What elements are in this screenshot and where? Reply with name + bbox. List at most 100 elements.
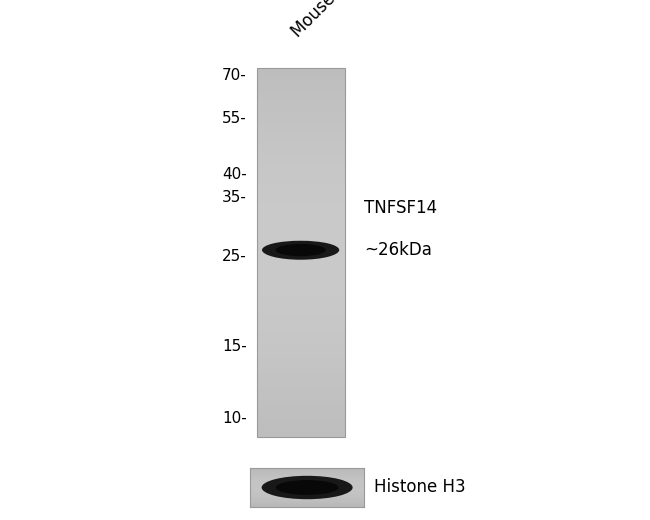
Bar: [257, 253, 344, 258]
Bar: [250, 500, 364, 502]
Bar: [257, 345, 344, 351]
Bar: [250, 493, 364, 494]
Bar: [257, 431, 344, 437]
Bar: [257, 148, 344, 154]
Bar: [257, 234, 344, 240]
Bar: [250, 476, 364, 477]
Bar: [257, 203, 344, 210]
Bar: [257, 351, 344, 357]
Bar: [257, 99, 344, 105]
Bar: [257, 369, 344, 375]
Bar: [257, 295, 344, 302]
Bar: [250, 468, 364, 469]
Text: TNFSF14: TNFSF14: [364, 199, 437, 217]
Text: 70-: 70-: [222, 68, 247, 83]
Bar: [257, 142, 344, 148]
Bar: [257, 136, 344, 142]
Text: 55-: 55-: [222, 111, 247, 125]
Bar: [257, 412, 344, 419]
Bar: [250, 479, 364, 481]
Bar: [257, 271, 344, 277]
Bar: [257, 382, 344, 388]
Bar: [250, 491, 364, 493]
Bar: [257, 222, 344, 228]
Ellipse shape: [261, 476, 352, 499]
Bar: [257, 118, 344, 123]
Bar: [257, 68, 344, 437]
Bar: [257, 228, 344, 234]
Bar: [250, 499, 364, 500]
Bar: [250, 483, 364, 484]
Bar: [257, 166, 344, 173]
Bar: [257, 277, 344, 283]
Bar: [257, 332, 344, 339]
Text: ~26kDa: ~26kDa: [364, 241, 432, 259]
Bar: [250, 485, 364, 486]
Bar: [257, 68, 344, 74]
Bar: [257, 394, 344, 400]
Ellipse shape: [276, 480, 339, 495]
Bar: [257, 375, 344, 382]
Bar: [250, 498, 364, 499]
Bar: [250, 477, 364, 478]
Text: 40-: 40-: [222, 166, 247, 181]
Bar: [250, 473, 364, 474]
Text: 15-: 15-: [222, 340, 247, 354]
Bar: [257, 363, 344, 369]
Bar: [250, 474, 364, 476]
Bar: [250, 497, 364, 498]
Bar: [250, 495, 364, 497]
Bar: [250, 488, 364, 489]
Bar: [250, 471, 364, 472]
Bar: [257, 74, 344, 81]
Bar: [250, 502, 364, 503]
Bar: [257, 111, 344, 118]
Bar: [257, 129, 344, 136]
Ellipse shape: [262, 241, 339, 259]
Bar: [250, 494, 364, 495]
Bar: [257, 424, 344, 431]
Bar: [257, 191, 344, 197]
Bar: [257, 314, 344, 320]
Bar: [257, 339, 344, 345]
Ellipse shape: [276, 244, 326, 256]
Bar: [257, 308, 344, 314]
Bar: [257, 283, 344, 289]
Bar: [257, 326, 344, 332]
Bar: [250, 469, 364, 471]
Text: 25-: 25-: [222, 250, 247, 264]
Bar: [257, 302, 344, 308]
Bar: [257, 86, 344, 93]
Bar: [250, 484, 364, 485]
Bar: [257, 210, 344, 216]
Bar: [250, 489, 364, 490]
Bar: [257, 123, 344, 129]
Bar: [250, 486, 364, 488]
Bar: [257, 179, 344, 185]
Bar: [257, 400, 344, 406]
Bar: [257, 93, 344, 99]
Text: Mouse liver: Mouse liver: [288, 0, 368, 41]
Bar: [257, 185, 344, 191]
Bar: [257, 246, 344, 253]
Bar: [250, 505, 364, 507]
Bar: [250, 481, 364, 483]
Bar: [257, 154, 344, 160]
Bar: [257, 265, 344, 271]
Bar: [257, 173, 344, 179]
Bar: [257, 388, 344, 394]
Bar: [250, 472, 364, 473]
Bar: [257, 357, 344, 363]
Text: 10-: 10-: [222, 411, 247, 426]
Text: 35-: 35-: [222, 190, 247, 205]
Bar: [250, 478, 364, 479]
Text: Histone H3: Histone H3: [374, 478, 465, 497]
Bar: [250, 490, 364, 491]
Bar: [257, 105, 344, 111]
Bar: [257, 258, 344, 265]
Bar: [257, 160, 344, 166]
Bar: [257, 240, 344, 246]
Bar: [257, 406, 344, 412]
Bar: [257, 289, 344, 295]
Bar: [257, 320, 344, 326]
